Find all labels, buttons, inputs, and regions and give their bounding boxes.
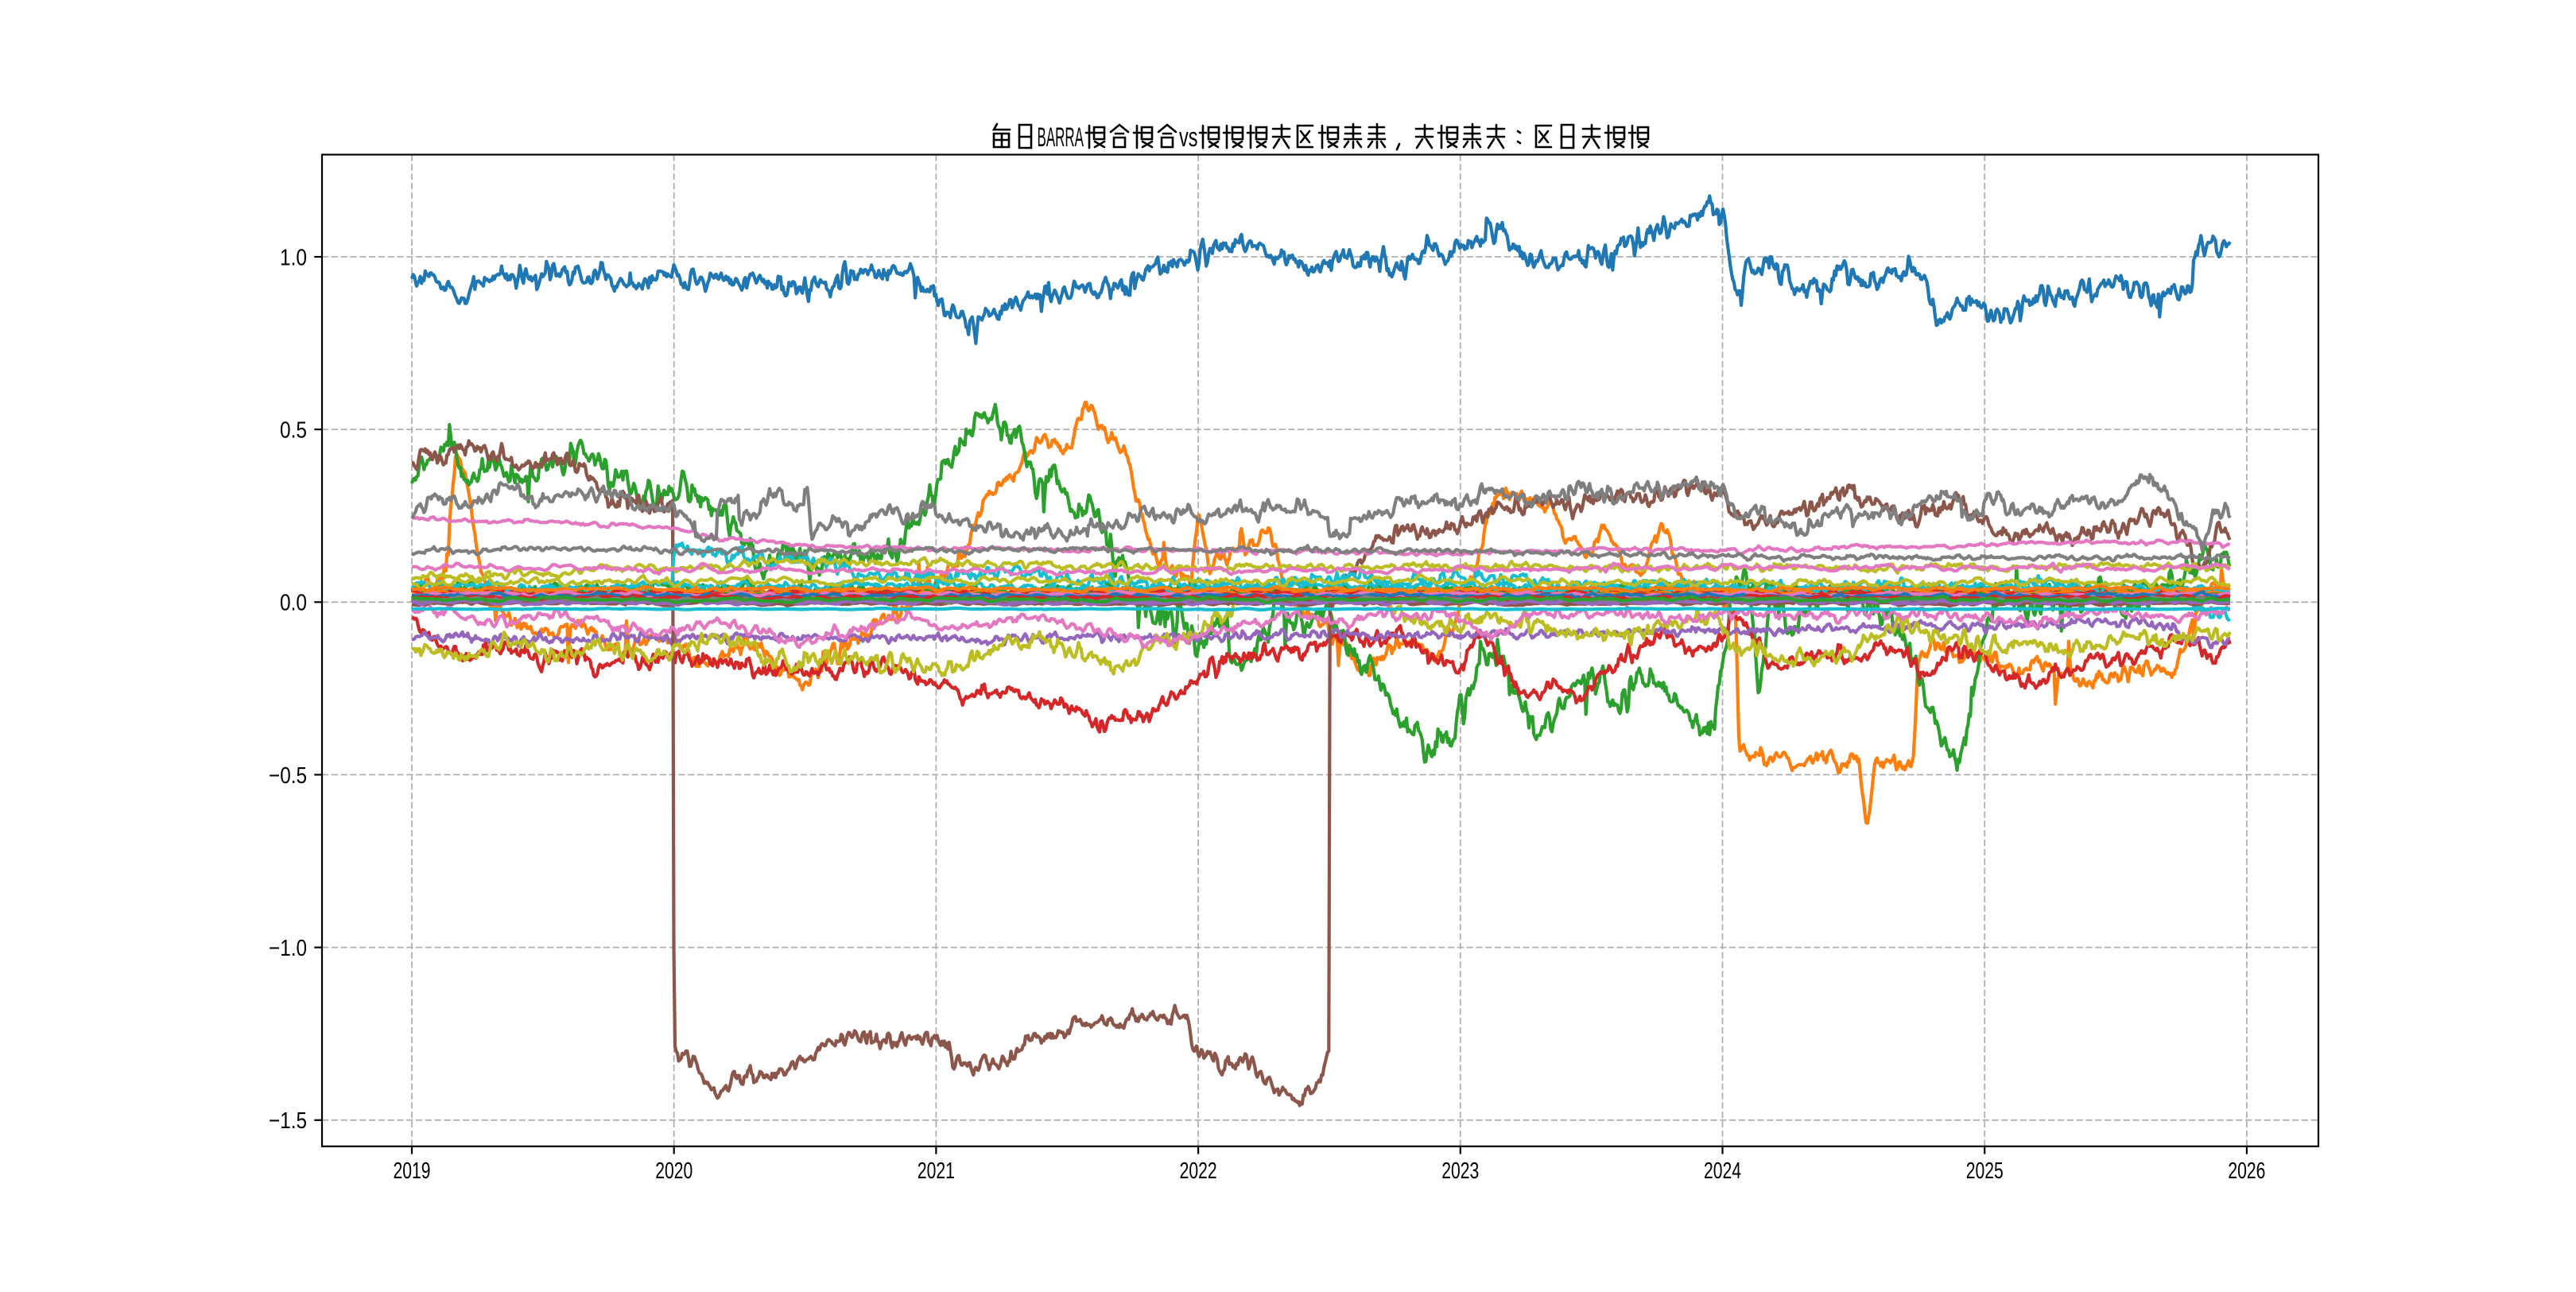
svg-text:−1.5: −1.5 bbox=[269, 1108, 307, 1134]
svg-text:BARRA: BARRA bbox=[1038, 122, 1084, 153]
svg-text:−1.0: −1.0 bbox=[269, 936, 307, 961]
svg-text:2026: 2026 bbox=[2228, 1158, 2265, 1184]
svg-text:1.0: 1.0 bbox=[280, 245, 307, 270]
svg-text:0.0: 0.0 bbox=[280, 591, 307, 616]
svg-text:2021: 2021 bbox=[918, 1158, 955, 1184]
svg-text:vs: vs bbox=[1179, 122, 1198, 153]
svg-text:2019: 2019 bbox=[394, 1158, 431, 1184]
svg-text:2022: 2022 bbox=[1180, 1158, 1217, 1184]
svg-text:−0.5: −0.5 bbox=[269, 763, 307, 789]
svg-text:2025: 2025 bbox=[1966, 1158, 2004, 1184]
svg-text:2023: 2023 bbox=[1441, 1158, 1479, 1184]
svg-text:2024: 2024 bbox=[1704, 1158, 1741, 1184]
svg-text:2020: 2020 bbox=[655, 1158, 692, 1184]
svg-text:0.5: 0.5 bbox=[280, 418, 307, 444]
